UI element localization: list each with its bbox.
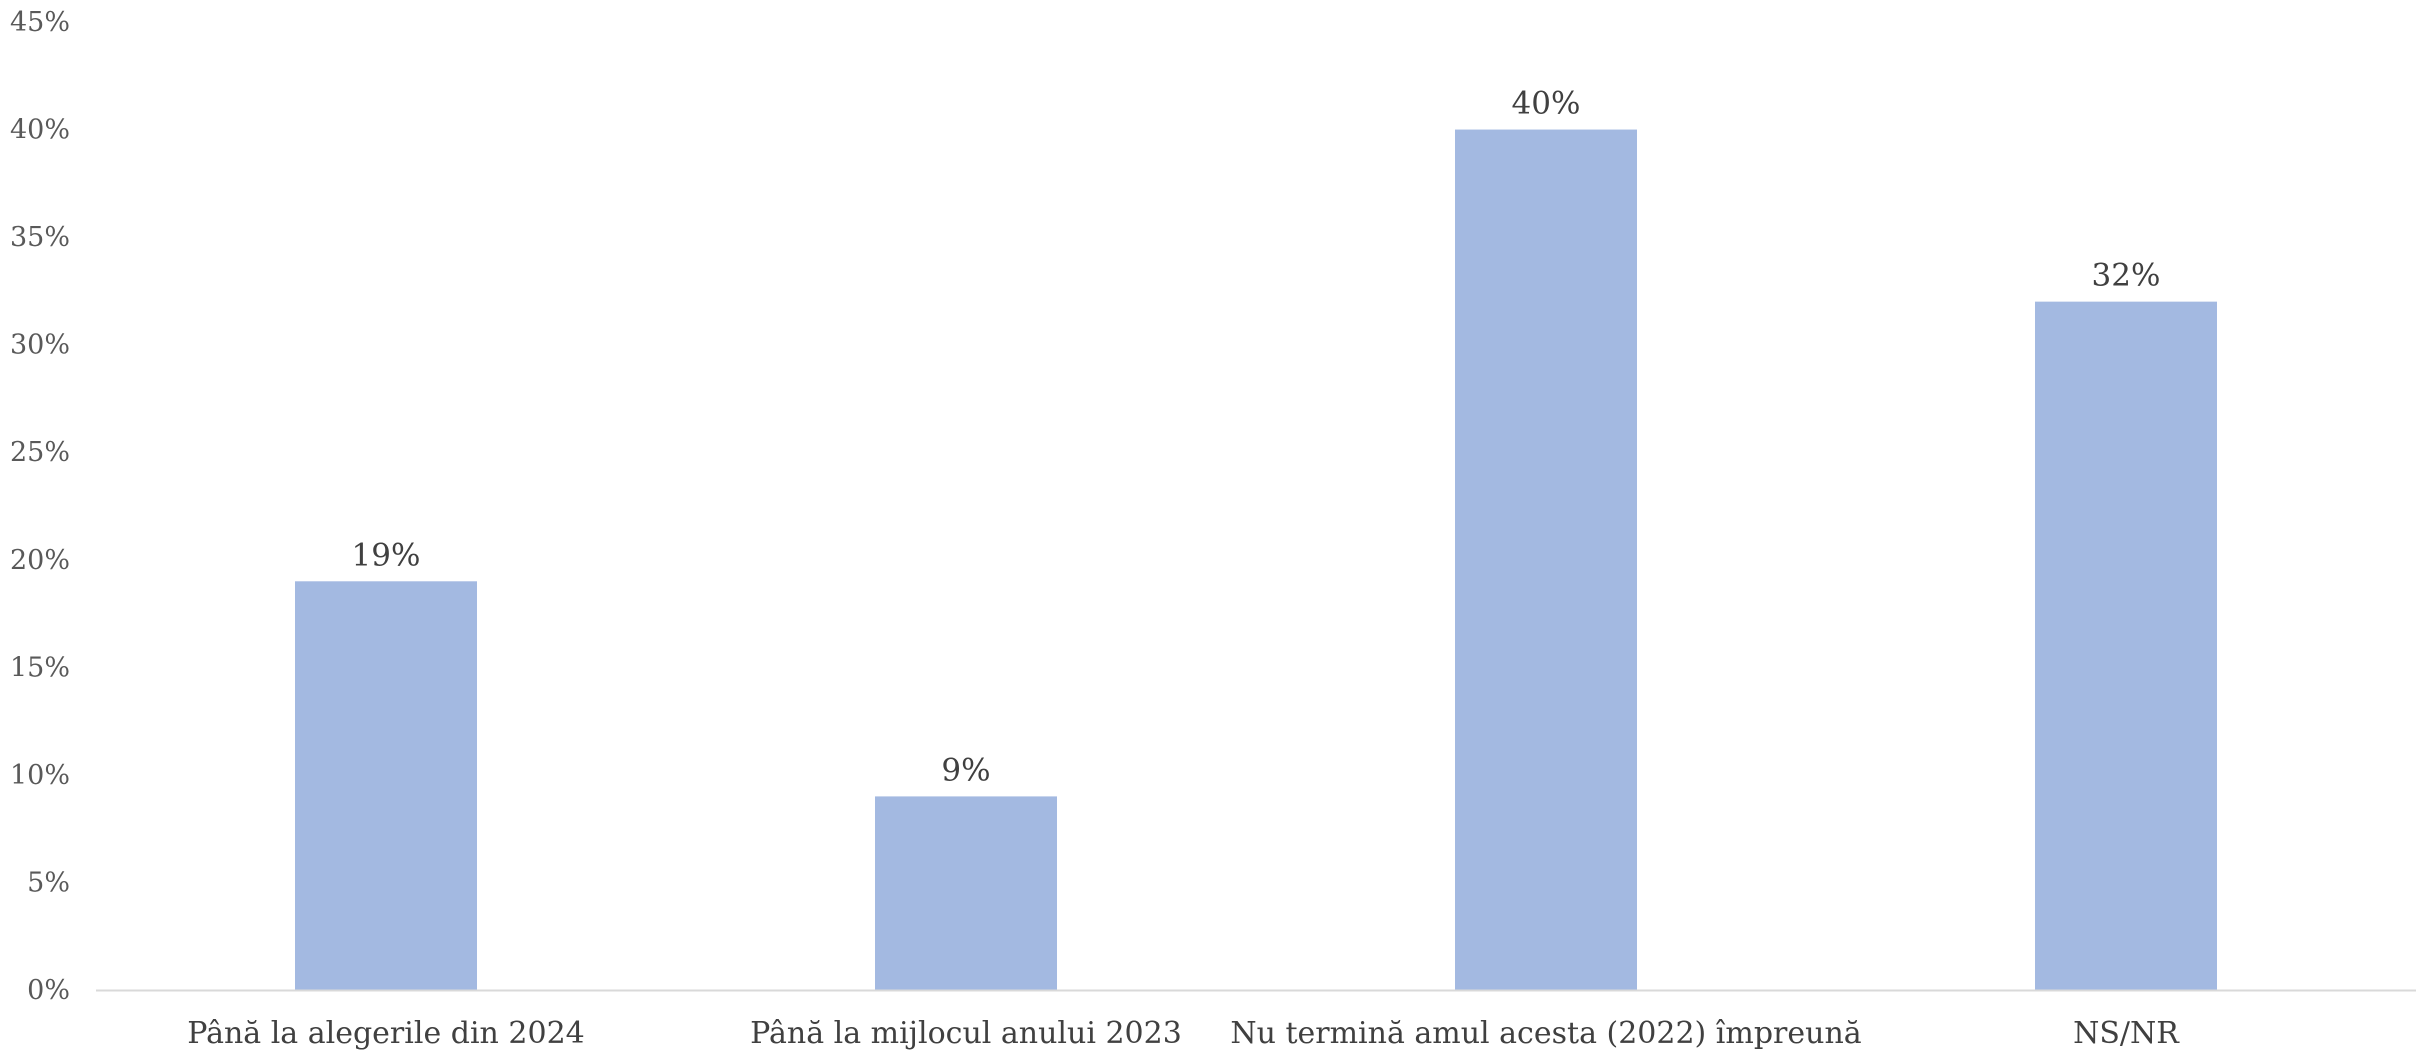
x-category-label: Până la alegerile din 2024 xyxy=(187,1016,585,1051)
y-tick-label: 5% xyxy=(27,867,70,898)
x-category-label: Până la mijlocul anului 2023 xyxy=(750,1016,1182,1051)
y-tick-label: 35% xyxy=(10,222,70,253)
y-tick-label: 30% xyxy=(10,330,70,361)
bar xyxy=(295,581,477,990)
x-axis-labels: Până la alegerile din 2024 Până la mijloc… xyxy=(187,1016,2180,1051)
y-tick-label: 20% xyxy=(10,545,70,576)
bar xyxy=(2035,301,2217,991)
x-category-label: NS/NR xyxy=(2073,1016,2180,1051)
bar xyxy=(1455,129,1637,991)
y-tick-label: 15% xyxy=(10,652,70,683)
y-tick-label: 45% xyxy=(10,7,70,38)
data-labels-group: 19% 9% 40% 32% xyxy=(352,86,2161,789)
data-label: 19% xyxy=(352,537,421,573)
data-label: 32% xyxy=(2092,258,2161,294)
y-tick-label: 40% xyxy=(10,115,70,146)
bar xyxy=(875,796,1057,990)
data-label: 9% xyxy=(941,752,990,788)
y-axis-ticks: 0% 5% 10% 15% 20% 25% 30% 35% 40% 45% xyxy=(10,7,70,1006)
y-tick-label: 10% xyxy=(10,760,70,791)
y-tick-label: 25% xyxy=(10,437,70,468)
y-tick-label: 0% xyxy=(27,975,70,1006)
bars-group xyxy=(295,129,2217,991)
x-category-label: Nu termină amul acesta (2022) împreună xyxy=(1230,1016,1861,1051)
data-label: 40% xyxy=(1512,86,1581,122)
